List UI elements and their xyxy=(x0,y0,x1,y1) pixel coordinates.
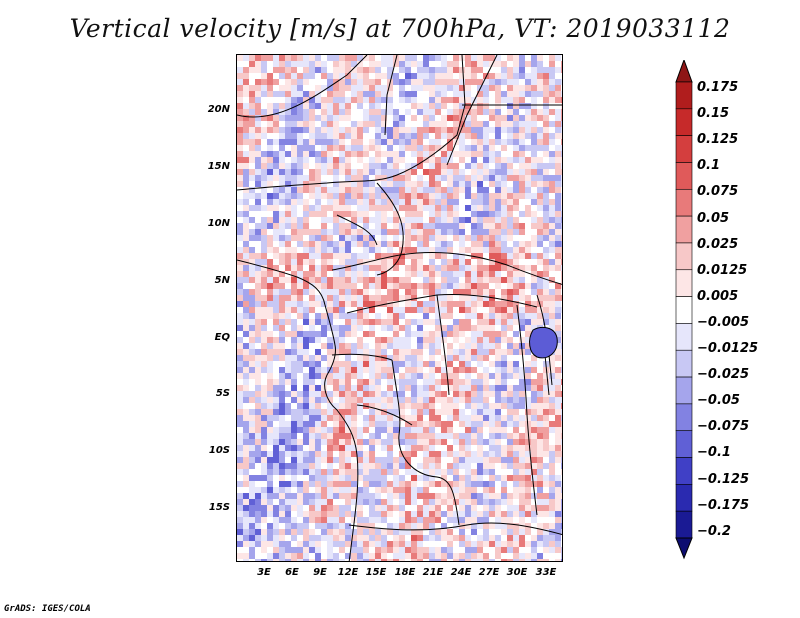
colorbar-segment xyxy=(675,403,693,432)
colorbar-segment xyxy=(675,296,693,324)
border-line xyxy=(331,353,393,361)
colorbar-segment xyxy=(675,188,693,217)
colorbar-segment xyxy=(675,510,693,539)
lat-label: 5S xyxy=(215,388,230,399)
colorbar-tick-label: −0.025 xyxy=(697,367,750,383)
colorbar-tick-label: −0.05 xyxy=(697,393,740,409)
colorbar xyxy=(675,60,693,560)
country-borders xyxy=(237,55,562,561)
colorbar-segment xyxy=(675,484,693,512)
border-line xyxy=(237,259,359,561)
border-line xyxy=(446,55,498,166)
lon-label: 18E xyxy=(394,567,416,578)
colorbar-tick-label: −0.125 xyxy=(697,471,750,487)
lat-label: 10S xyxy=(208,445,230,456)
colorbar-tick-label: −0.0125 xyxy=(697,341,759,356)
colorbar-segment xyxy=(675,81,693,110)
lon-label: 6E xyxy=(285,567,299,578)
colorbar-tick-label: 0.0125 xyxy=(697,262,748,278)
vertical-velocity-field xyxy=(237,55,562,561)
colorbar-segment xyxy=(675,376,693,405)
lon-label: 33E xyxy=(535,567,557,578)
colorbar-tick-label: −0.2 xyxy=(697,523,731,539)
colorbar-tick-label: 0.175 xyxy=(697,80,739,95)
colorbar-segment xyxy=(675,323,693,351)
colorbar-segment xyxy=(675,108,693,136)
border-line xyxy=(237,55,466,191)
border-line xyxy=(336,214,378,246)
colorbar-segment xyxy=(675,269,693,297)
colorbar-tick-label: 0.05 xyxy=(697,210,730,226)
lat-label: 15N xyxy=(207,161,230,172)
colorbar-tick-label: −0.175 xyxy=(697,497,750,513)
map-panel xyxy=(236,54,563,562)
border-line xyxy=(348,522,562,535)
field-cells xyxy=(237,55,562,561)
colorbar-segment xyxy=(675,349,693,378)
colorbar-tick-label: 0.025 xyxy=(697,236,739,252)
lon-label: 21E xyxy=(422,567,444,578)
border-line xyxy=(331,252,562,285)
lat-label: 5N xyxy=(214,275,230,286)
lon-label: 27E xyxy=(478,567,500,578)
border-line xyxy=(516,304,538,516)
colorbar-segment xyxy=(675,430,693,458)
colorbar-tick-label: 0.005 xyxy=(697,288,739,304)
chart-title: Vertical velocity [m/s] at 700hPa, VT: 2… xyxy=(69,14,731,43)
border-line xyxy=(391,359,460,526)
lat-label: 10N xyxy=(207,218,230,229)
border-line xyxy=(436,294,450,396)
colorbar-tick-label: −0.075 xyxy=(697,419,750,435)
colorbar-tick-label: 0.125 xyxy=(697,132,739,148)
lat-label: EQ xyxy=(214,332,230,343)
colorbar-tick-label: 0.075 xyxy=(697,184,739,200)
lon-label: 15E xyxy=(365,567,387,578)
lon-label: 9E xyxy=(313,567,327,578)
lon-label: 3E xyxy=(257,567,271,578)
colorbar-tick-label: −0.005 xyxy=(697,314,750,330)
lon-label: 12E xyxy=(337,567,359,578)
colorbar-segment xyxy=(675,162,693,190)
colorbar-max-arrow xyxy=(675,60,693,83)
colorbar-segment xyxy=(675,457,693,485)
colorbar-min-arrow xyxy=(675,537,693,560)
colorbar-tick-label: 0.15 xyxy=(697,106,730,122)
border-line xyxy=(356,404,413,426)
colorbar-tick-label: −0.1 xyxy=(697,445,731,461)
lake-victoria xyxy=(529,326,558,359)
footer-credit: GrADS: IGES/COLA xyxy=(4,604,91,614)
colorbar-tick-label: 0.1 xyxy=(697,158,721,174)
lat-label: 15S xyxy=(208,502,230,513)
border-line xyxy=(376,182,404,276)
border-line xyxy=(384,55,398,136)
colorbar-segment xyxy=(675,242,693,271)
lon-label: 24E xyxy=(450,567,472,578)
colorbar-segment xyxy=(675,135,693,163)
colorbar-segment xyxy=(675,215,693,244)
lon-label: 30E xyxy=(506,567,528,578)
lat-label: 20N xyxy=(207,104,230,115)
border-line xyxy=(237,55,368,118)
